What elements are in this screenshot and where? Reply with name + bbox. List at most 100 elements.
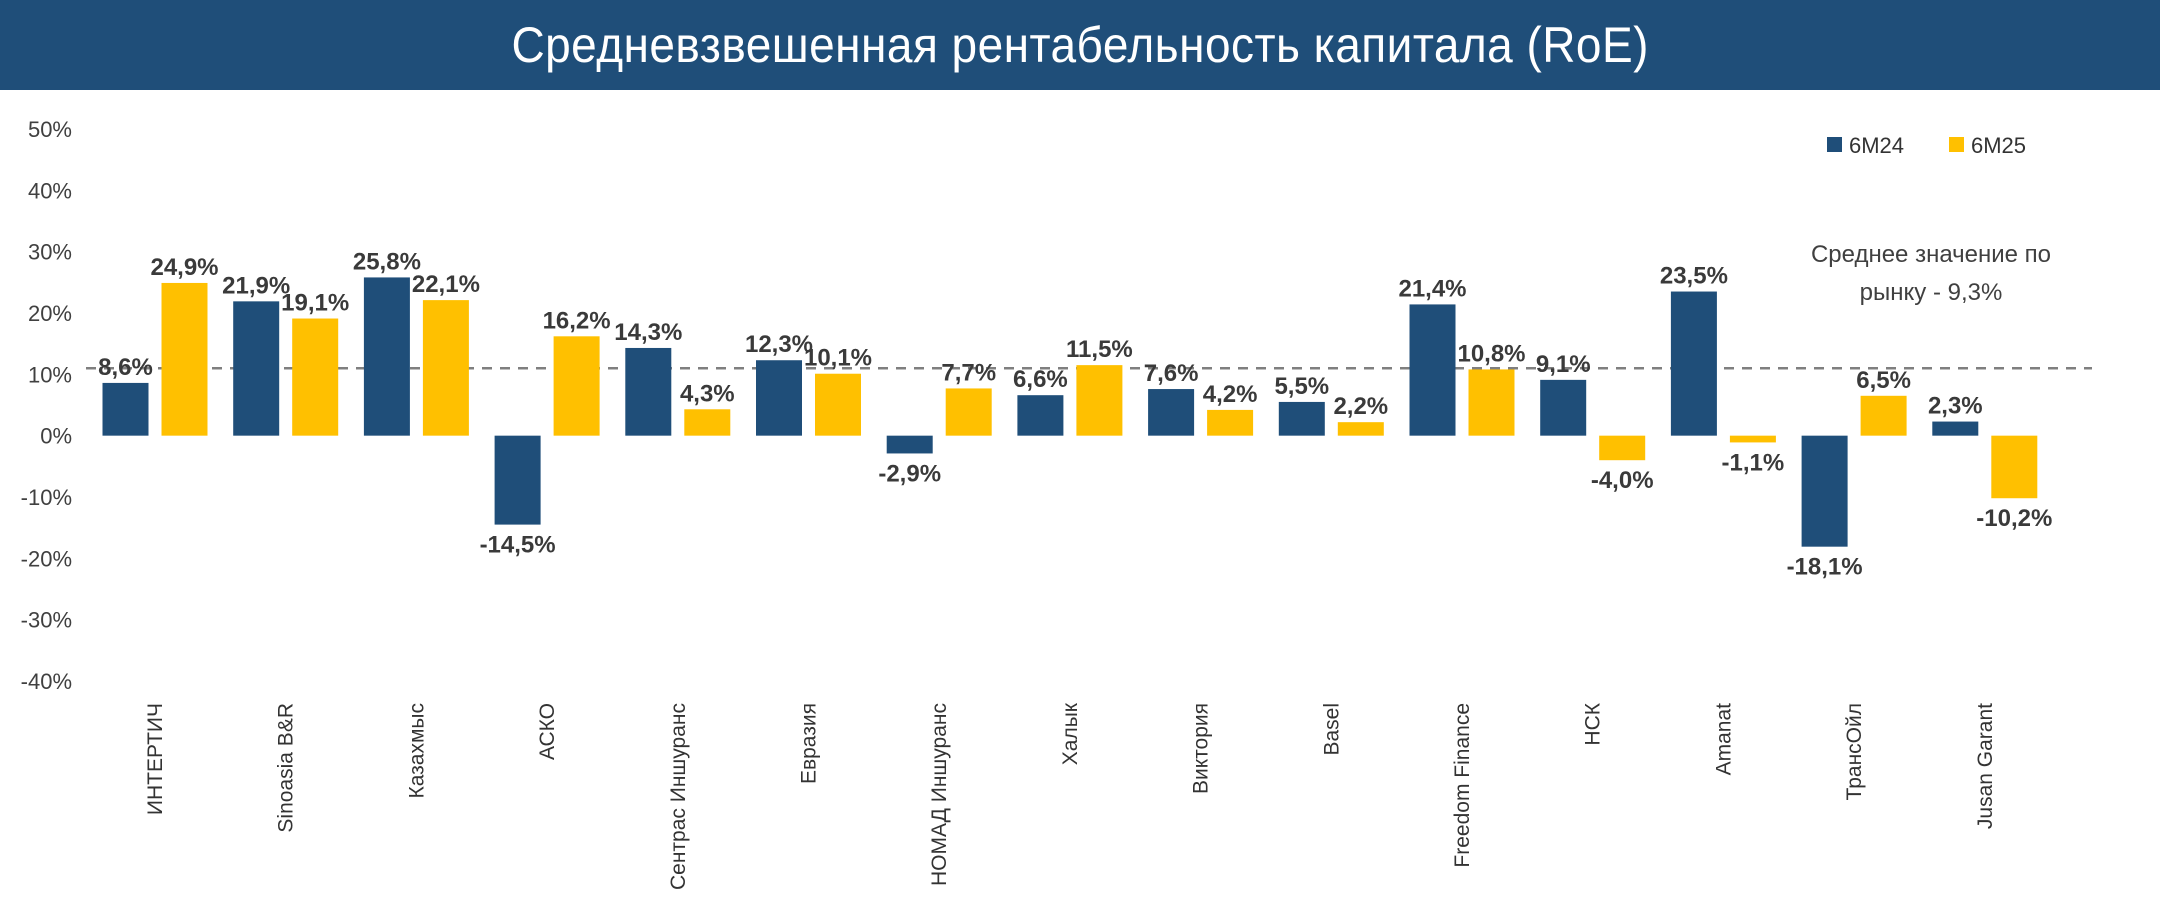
bar-series1 <box>233 301 280 436</box>
data-label: 16,2% <box>543 307 611 334</box>
bar-series1 <box>494 435 541 525</box>
category-label: Basel <box>1320 703 1343 756</box>
y-tick-label: -20% <box>21 546 72 571</box>
category-label: Jusan Garant <box>1974 703 1997 829</box>
data-label: 23,5% <box>1660 263 1728 290</box>
bar-series1 <box>1148 389 1195 436</box>
bar-series2 <box>1207 409 1254 436</box>
data-labels: 8,6% 24,9%21,9%19,1%25,8%22,1% -14,5% 16,2%… <box>98 248 2052 580</box>
data-label: 9,1% <box>1536 351 1591 378</box>
category-label: Евразия <box>798 703 821 784</box>
data-label: 24,9% <box>150 254 218 281</box>
average-note-line: Среднее значение по <box>1811 241 2051 268</box>
data-label: 2,2% <box>1333 393 1388 420</box>
y-tick-label: 0% <box>40 424 72 449</box>
category-label: Халык <box>1059 702 1082 765</box>
data-label: 11,5% <box>1066 336 1133 363</box>
bar-series2 <box>553 336 600 436</box>
bars <box>102 277 2038 547</box>
data-label: 4,2% <box>1203 381 1258 408</box>
bar-series2 <box>1729 435 1776 443</box>
y-tick-label: -10% <box>21 485 72 510</box>
data-label: 6,6% <box>1013 366 1068 393</box>
category-label: Сентрас Иншуранс <box>667 703 690 890</box>
category-label: НОМАД Иншуранс <box>928 703 951 886</box>
category-label: НСК <box>1582 702 1605 745</box>
legend-swatch <box>1827 137 1842 152</box>
data-label: 12,3% <box>745 331 813 358</box>
bar-series1 <box>625 347 672 436</box>
data-label: -14,5% <box>480 532 556 559</box>
data-label: -18,1% <box>1787 554 1863 581</box>
data-label: 21,4% <box>1398 275 1466 302</box>
data-label: 2,3% <box>1928 393 1983 420</box>
legend: 6М24 6М25 <box>1827 133 2026 158</box>
bar-series2 <box>1599 435 1646 461</box>
data-label: 25,8% <box>353 248 421 275</box>
average-note: Среднее значение по рынку - 9,3% <box>1811 241 2051 306</box>
category-label: ИНТЕРТИЧ <box>144 703 167 815</box>
bar-series2 <box>815 373 861 436</box>
category-label: Freedom Finance <box>1451 703 1474 868</box>
bar-series2 <box>1076 365 1123 436</box>
data-label: 7,6% <box>1144 360 1199 387</box>
data-label: 5,5% <box>1274 373 1329 400</box>
y-tick-label: -40% <box>21 669 72 694</box>
bar-series2 <box>161 282 208 436</box>
category-label: Виктория <box>1190 703 1213 794</box>
bar-series2 <box>684 409 731 436</box>
bar-series1 <box>1932 421 1979 436</box>
legend-label: 6М25 <box>1971 133 2026 158</box>
category-labels: ИНТЕРТИЧ Sinoasia B&R Казахмыс АСКО Сентрас … <box>144 702 1997 890</box>
chart-title-bar: Средневзвешенная рентабельность капитала… <box>0 0 2160 90</box>
y-tick-label: 30% <box>28 240 72 265</box>
average-note-line: рынку - 9,3% <box>1860 279 2003 306</box>
data-label: 19,1% <box>281 290 349 317</box>
data-label: 21,9% <box>222 272 290 299</box>
data-label: 7,7% <box>941 359 996 386</box>
data-label: -4,0% <box>1591 467 1654 494</box>
bar-series1 <box>1017 395 1064 436</box>
bar-series1 <box>1540 379 1587 436</box>
y-tick-label: -30% <box>21 608 72 633</box>
bar-series2 <box>1468 369 1515 436</box>
category-label: Sinoasia B&R <box>275 703 298 833</box>
bar-series1 <box>1801 435 1848 547</box>
bar-series1 <box>102 382 149 436</box>
legend-label: 6М24 <box>1849 133 1904 158</box>
bar-series1 <box>1670 291 1717 436</box>
data-label: 8,6% <box>98 354 153 381</box>
data-label: -10,2% <box>1976 505 2052 532</box>
y-tick-label: 10% <box>28 362 72 387</box>
bar-series2 <box>1337 422 1384 436</box>
y-tick-label: 20% <box>28 301 72 326</box>
data-label: 4,3% <box>680 380 735 407</box>
y-axis: 50% 40% 30% 20% 10% 0% -10% -20% -30% -40% <box>21 117 72 694</box>
bar-series2 <box>945 388 992 436</box>
y-tick-label: 50% <box>28 117 72 142</box>
bar-series2 <box>422 300 469 436</box>
data-label: 22,1% <box>412 271 480 298</box>
data-label: 10,8% <box>1457 340 1525 367</box>
data-label: -1,1% <box>1722 449 1785 476</box>
legend-swatch <box>1949 137 1964 152</box>
bar-series1 <box>1278 401 1325 436</box>
bar-series1 <box>886 435 933 454</box>
bar-series1 <box>363 277 410 436</box>
category-label: ТрансОйл <box>1843 703 1866 800</box>
bar-series2 <box>292 318 339 436</box>
y-tick-label: 40% <box>28 178 72 203</box>
category-label: АСКО <box>536 703 559 760</box>
bar-series1 <box>756 360 802 436</box>
data-label: -2,9% <box>878 460 941 487</box>
bar-series1 <box>1409 304 1456 436</box>
bar-series2 <box>1991 435 2038 499</box>
chart-title: Средневзвешенная рентабельность капитала… <box>511 17 1649 73</box>
bar-series2 <box>1860 395 1907 436</box>
data-label: 14,3% <box>614 319 682 346</box>
category-label: Amanat <box>1712 703 1735 776</box>
data-label: 10,1% <box>804 345 872 372</box>
category-label: Казахмыс <box>405 703 428 799</box>
data-label: 6,5% <box>1856 367 1911 394</box>
